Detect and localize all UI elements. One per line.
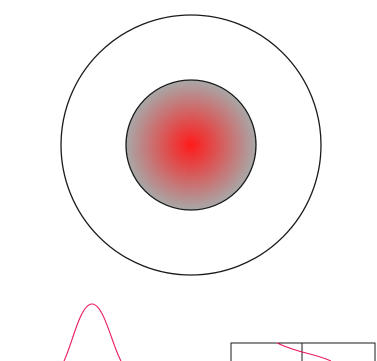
bell-curve [63, 303, 122, 361]
inset-box [230, 342, 376, 361]
inner-gradient-circle [125, 79, 257, 211]
inset-curve [276, 342, 332, 361]
outer-circle [60, 14, 322, 276]
